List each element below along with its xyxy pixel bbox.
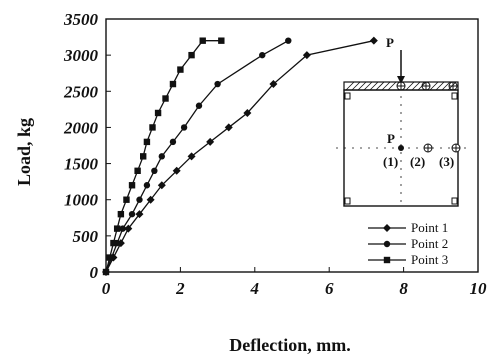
data-point [157,181,166,190]
data-point [195,102,203,109]
x-axis-label: Deflection, mm. [229,335,350,355]
data-point [180,124,188,131]
x-axis-ticks: 0 2 4 6 8 10 [102,267,487,298]
y-tick-label: 2500 [63,82,99,101]
inset-point-label-3: (3) [439,154,454,169]
x-tick-label: 8 [399,279,408,298]
data-point [143,182,151,189]
series-2 [102,37,292,276]
data-point [117,210,125,218]
data-point [146,195,155,204]
data-point [143,138,151,146]
data-point [259,51,266,59]
inset-gauge-symbols-top [396,81,458,91]
data-point [128,210,136,218]
data-point [158,153,165,160]
inset-point-label-1: (1) [383,154,398,169]
data-point [102,268,110,276]
data-point [123,196,130,203]
data-point [124,224,133,233]
data-point [134,167,141,174]
data-point [154,109,162,117]
slab-inset-diagram: P P (1) (2) (3) [336,35,466,207]
data-point [285,37,292,44]
x-tick-label: 4 [250,279,260,298]
data-point [177,66,184,73]
data-point [113,225,121,232]
x-tick-label: 6 [325,279,334,298]
inset-load-arrowhead [397,76,405,84]
legend-marker [383,240,391,248]
series-1 [102,36,378,276]
data-point [135,210,144,219]
data-point [206,137,215,146]
data-point [169,80,177,88]
data-point [224,123,233,132]
series-line [105,40,289,273]
inset-corner-support [344,197,351,205]
inset-corner-support [451,92,458,100]
data-point [106,254,113,261]
data-point [151,167,158,174]
inset-point-label-2: (2) [410,154,425,169]
data-point [369,36,378,45]
y-axis-ticks: 0 500 1000 1500 2000 2500 3000 3500 [63,10,111,282]
data-point [218,37,225,44]
y-tick-label: 1000 [64,191,99,210]
legend-item: Point 3 [368,252,448,267]
data-point [269,80,278,89]
legend-marker [383,224,391,232]
data-point [172,166,181,175]
series-3 [102,37,225,276]
data-point [169,138,177,146]
data-point [187,152,196,161]
y-tick-label: 3500 [63,10,99,29]
y-axis-label: Load, kg [14,118,34,186]
data-point [302,51,311,60]
y-tick-label: 500 [73,227,99,246]
legend-item: Point 2 [368,236,448,251]
y-tick-label: 0 [90,263,99,282]
data-point [110,239,117,247]
y-tick-label: 2000 [63,118,99,137]
y-tick-label: 3000 [63,46,99,65]
data-point [119,225,126,232]
inset-measure-point-2 [423,143,433,153]
data-point [243,108,252,117]
inset-corner-support [451,197,458,205]
legend-item: Point 1 [368,220,448,235]
inset-load-label: P [386,35,394,50]
series-layer [102,36,378,276]
legend-label: Point 3 [411,252,448,267]
data-point [149,124,156,131]
data-point [188,51,195,59]
x-tick-label: 2 [175,279,185,298]
x-tick-label: 10 [470,279,488,298]
inset-corner-support [344,92,351,100]
data-point [162,95,169,102]
data-point [140,153,147,160]
data-point [199,37,206,44]
inset-measure-point-1 [398,145,404,151]
x-tick-label: 0 [102,279,111,298]
inset-center-load-label: P [387,131,395,146]
inset-measure-point-3 [451,143,461,153]
plot-frame [105,18,479,273]
y-tick-label: 1500 [64,155,99,174]
legend-marker [383,256,391,264]
legend-label: Point 1 [411,220,448,235]
data-point [214,80,221,88]
legend-label: Point 2 [411,236,448,251]
data-point [136,196,143,203]
data-point [128,182,136,189]
